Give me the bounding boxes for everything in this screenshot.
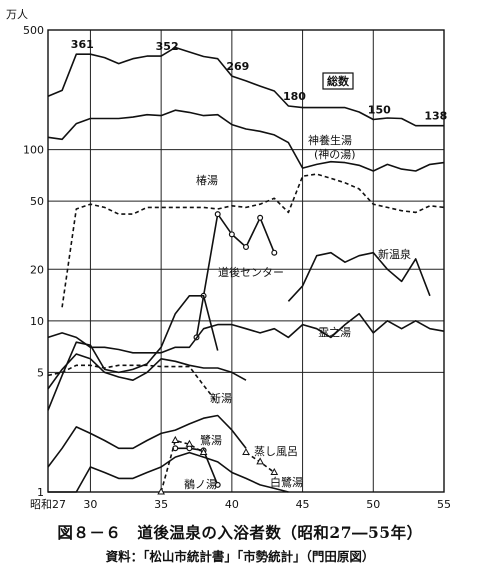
series-9 (47, 414, 247, 468)
series-point (228, 231, 235, 238)
x-tick-label: 45 (296, 498, 310, 511)
series-12 (157, 435, 208, 495)
series-6 (47, 364, 219, 404)
series-point (243, 243, 250, 250)
series-7 (47, 294, 219, 411)
x-tick-label: 30 (83, 498, 97, 511)
data-label: 138 (424, 110, 447, 123)
x-tick-label: 昭和27 (30, 498, 66, 511)
figure-caption-title: 図８－６ 道後温泉の入浴者数（昭和27―55年） (57, 523, 423, 542)
y-tick-label: 20 (30, 263, 44, 276)
x-tick-label: 40 (225, 498, 239, 511)
series-0 (47, 46, 444, 127)
series-line (47, 414, 247, 468)
series-line (47, 353, 247, 390)
series-point (242, 448, 250, 456)
annotation-label: 鶺ノ湯 (184, 477, 217, 491)
y-tick-label: 1 (37, 486, 44, 499)
annotation-box (322, 72, 354, 90)
annotation-label: 鷺湯 (200, 433, 222, 447)
series-point (257, 214, 264, 221)
series-point (157, 487, 165, 495)
chart: 361 352 269 180 150 138 昭和27 30 35 40 45 50 55 1 5 10 2… (6, 8, 451, 511)
series-point (256, 457, 264, 465)
y-tick-label: 500 (23, 24, 44, 37)
series-point (214, 211, 221, 218)
series-line (48, 451, 289, 493)
series-line (47, 312, 445, 354)
series-point (214, 481, 221, 488)
y-tick-label: 10 (30, 315, 44, 328)
series-layer (47, 46, 445, 495)
series-line (175, 447, 219, 486)
data-label: 180 (283, 90, 306, 103)
data-label: 150 (368, 104, 391, 117)
series-1 (47, 109, 445, 172)
series-point (199, 448, 208, 456)
y-tick-label: 5 (37, 366, 44, 379)
plot-frame (47, 29, 445, 493)
data-label: 269 (226, 60, 249, 73)
y-tick-label: 50 (30, 195, 44, 208)
series-2 (61, 173, 445, 308)
grid (48, 30, 444, 492)
annotation-label: 新温泉 (378, 247, 411, 261)
series-line (47, 109, 445, 172)
series-13 (242, 448, 279, 475)
x-tick-label: 55 (437, 498, 451, 511)
annotation-label: 霊之湯 (318, 325, 351, 339)
series-line (287, 251, 431, 302)
series-8 (47, 353, 247, 390)
figure-caption-source: 資料：「松山市統計書」「市勢統計」（門田原図） (105, 549, 375, 564)
plot-border (47, 29, 445, 493)
x-tick-label: 35 (154, 498, 168, 511)
x-tick-label: 50 (366, 498, 380, 511)
annotation-label: 蒸し風呂 (254, 445, 298, 458)
series-point (270, 467, 279, 475)
annotation-label: (神の湯) (314, 147, 356, 161)
series-line (47, 294, 219, 411)
series-5 (47, 312, 445, 354)
data-label: 352 (156, 40, 179, 53)
series-10 (48, 451, 289, 493)
annotation-label: 道後センター (218, 265, 284, 279)
annotation-label: 総数 (327, 74, 350, 88)
labels-layer: 361 352 269 180 150 138 (71, 38, 448, 122)
series-line (47, 364, 219, 404)
series-line (47, 46, 444, 127)
tick-labels: 昭和27 30 35 40 45 50 55 1 5 10 20 50 100 500 (23, 24, 451, 511)
annotation-label: 白鷺湯 (270, 475, 303, 489)
series-4 (287, 251, 431, 302)
data-label: 361 (71, 38, 94, 51)
series-point (185, 439, 194, 447)
series-point (171, 435, 180, 443)
y-tick-label: 100 (23, 144, 44, 157)
series-point (271, 249, 278, 256)
series-line (61, 173, 445, 308)
y-axis-label: 万人 (6, 8, 28, 21)
annotation-label: 椿湯 (196, 174, 218, 187)
series-11 (172, 445, 221, 488)
annotation-label: 新湯 (210, 391, 232, 405)
annotation-label: 神養生湯 (308, 133, 352, 147)
